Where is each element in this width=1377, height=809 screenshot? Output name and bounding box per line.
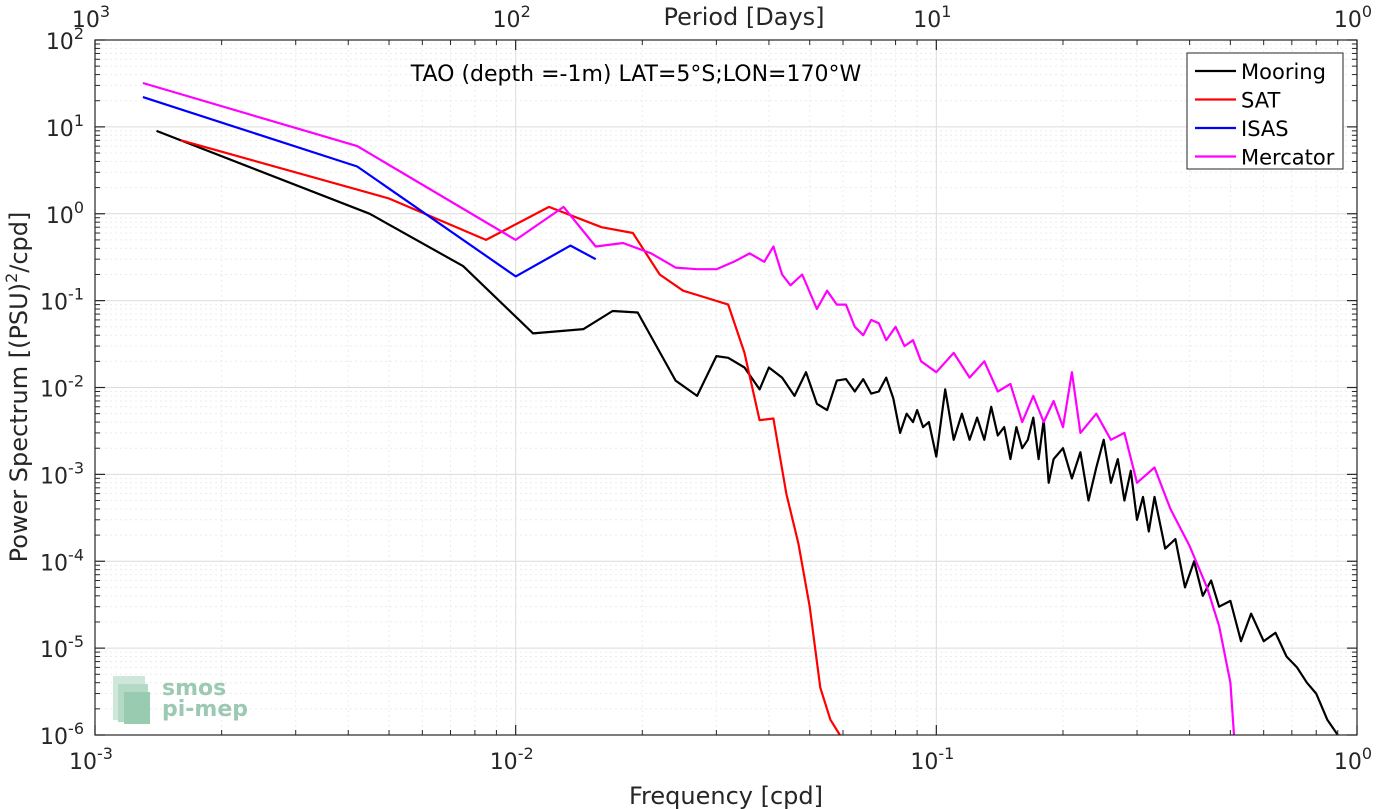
y-tick-label-exp: -5 xyxy=(68,632,84,651)
y-tick-label-base: 10 xyxy=(40,725,68,750)
top-tick-label: 103 xyxy=(72,2,110,33)
logo-line1: smos xyxy=(162,676,226,701)
top-tick-label: 102 xyxy=(493,2,531,33)
y-tick-label: 102 xyxy=(46,24,84,55)
y-axis-label-sup: 2 xyxy=(2,273,21,283)
top-tick-label: 101 xyxy=(913,2,951,33)
x-tick-label: 100 xyxy=(1334,744,1372,775)
y-tick-label-exp: 0 xyxy=(74,198,84,217)
axis-ticks xyxy=(94,39,1358,736)
top-tick-labels: 103 102 101 100 xyxy=(72,2,1372,33)
y-tick-label-base: 10 xyxy=(46,30,74,55)
grid-minor xyxy=(95,40,1357,735)
y-tick-label-base: 10 xyxy=(40,378,68,403)
y-tick-label-exp: -4 xyxy=(68,545,84,564)
y-tick-label-base: 10 xyxy=(46,117,74,142)
y-tick-label: 10-4 xyxy=(40,545,84,576)
x-tick-label: 10-2 xyxy=(490,744,534,775)
y-tick-label: 10-5 xyxy=(40,632,84,663)
y-tick-label-exp: -6 xyxy=(68,719,84,738)
top-tick-label-exp: 2 xyxy=(521,2,531,21)
y-tick-label-exp: -2 xyxy=(68,372,84,391)
y-tick-label-base: 10 xyxy=(46,204,74,229)
legend: Mooring SAT ISAS Mercator xyxy=(1186,52,1344,170)
x-tick-labels: 10-3 10-2 10-1 100 xyxy=(69,744,1372,775)
series-line-sat xyxy=(180,139,841,736)
x-tick-label-exp: -3 xyxy=(97,744,113,763)
top-tick-label-exp: 3 xyxy=(100,2,110,21)
y-tick-label: 100 xyxy=(46,198,84,229)
y-axis-label-tail: /cpd] xyxy=(5,212,33,273)
y-tick-label: 101 xyxy=(46,111,84,142)
y-tick-label-exp: -1 xyxy=(68,285,84,304)
y-tick-label: 10-1 xyxy=(40,285,84,316)
top-tick-label: 100 xyxy=(1334,2,1372,33)
chart-title: TAO (depth =-1m) LAT=5°S;LON=170°W xyxy=(410,62,862,87)
legend-label-sat: SAT xyxy=(1241,89,1280,113)
x-tick-label-exp: 0 xyxy=(1362,744,1372,763)
smos-pi-mep-logo: smos pi-mep xyxy=(113,676,248,724)
top-tick-label-base: 10 xyxy=(493,8,521,33)
top-tick-label-exp: 1 xyxy=(941,2,951,21)
y-tick-label-exp: 2 xyxy=(74,24,84,43)
legend-label-isas: ISAS xyxy=(1241,117,1289,141)
legend-items: Mooring SAT ISAS Mercator xyxy=(1195,60,1335,170)
logo-line2: pi-mep xyxy=(162,697,248,722)
x-tick-label-exp: -2 xyxy=(518,744,534,763)
y-tick-label-exp: -3 xyxy=(68,458,84,477)
y-axis-label-main: Power Spectrum [(PSU) xyxy=(5,283,33,562)
y-tick-label: 10-2 xyxy=(40,372,84,403)
top-tick-label-base: 10 xyxy=(72,8,100,33)
top-tick-label-base: 10 xyxy=(913,8,941,33)
y-axis-label: Power Spectrum [(PSU)2/cpd] xyxy=(2,212,33,563)
top-tick-label-exp: 0 xyxy=(1362,2,1372,21)
series-line-isas xyxy=(142,96,597,278)
y-tick-label-base: 10 xyxy=(40,551,68,576)
y-tick-label-exp: 1 xyxy=(74,111,84,130)
x-tick-label: 10-3 xyxy=(69,744,113,775)
y-tick-label: 10-3 xyxy=(40,458,84,489)
series-layer xyxy=(142,81,1339,736)
legend-label-mooring: Mooring xyxy=(1241,60,1326,84)
x-tick-label-base: 10 xyxy=(490,750,518,775)
y-tick-label-base: 10 xyxy=(40,464,68,489)
x-tick-label-base: 10 xyxy=(1334,750,1362,775)
legend-label-mercator: Mercator xyxy=(1241,146,1335,170)
legend-box xyxy=(1186,52,1344,170)
y-tick-label-base: 10 xyxy=(40,291,68,316)
top-axis-label: Period [Days] xyxy=(663,3,824,31)
series-line-mercator xyxy=(142,81,1236,736)
x-tick-label: 10-1 xyxy=(910,744,954,775)
y-tick-label-base: 10 xyxy=(40,638,68,663)
x-tick-label-exp: -1 xyxy=(938,744,954,763)
series-line-mooring xyxy=(156,129,1339,736)
top-tick-label-base: 10 xyxy=(1334,8,1362,33)
logo-mark-front xyxy=(124,692,150,724)
x-tick-label-base: 10 xyxy=(910,750,938,775)
y-tick-label: 10-6 xyxy=(40,719,84,750)
x-tick-label-base: 10 xyxy=(69,750,97,775)
x-axis-label: Frequency [cpd] xyxy=(629,782,823,809)
